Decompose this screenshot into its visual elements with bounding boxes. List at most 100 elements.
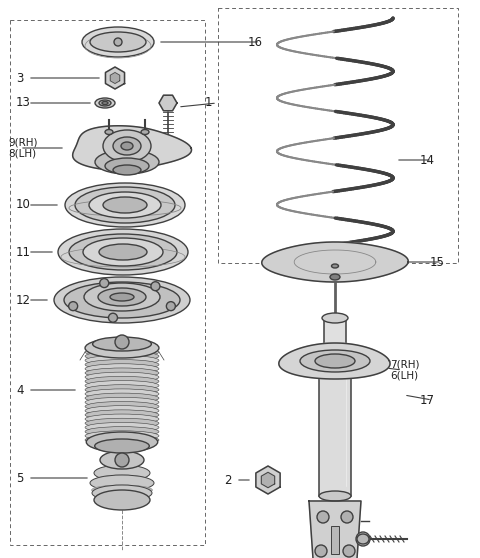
Ellipse shape <box>85 422 159 432</box>
Ellipse shape <box>85 364 159 374</box>
Ellipse shape <box>84 283 160 311</box>
Circle shape <box>115 335 129 349</box>
Ellipse shape <box>332 264 338 268</box>
Ellipse shape <box>105 158 149 174</box>
Ellipse shape <box>113 165 141 175</box>
Ellipse shape <box>82 27 154 57</box>
Polygon shape <box>110 73 120 84</box>
Ellipse shape <box>90 475 154 491</box>
Ellipse shape <box>89 192 161 218</box>
Ellipse shape <box>85 381 159 391</box>
Ellipse shape <box>317 352 353 364</box>
Ellipse shape <box>92 485 152 501</box>
Ellipse shape <box>300 350 370 372</box>
Ellipse shape <box>85 338 159 358</box>
Ellipse shape <box>99 100 111 106</box>
Polygon shape <box>106 67 124 89</box>
Ellipse shape <box>85 401 159 411</box>
Ellipse shape <box>85 355 159 365</box>
Ellipse shape <box>64 282 180 318</box>
Ellipse shape <box>94 490 150 510</box>
Ellipse shape <box>85 376 159 386</box>
Ellipse shape <box>85 347 159 357</box>
Ellipse shape <box>85 393 159 403</box>
Ellipse shape <box>86 432 158 452</box>
Ellipse shape <box>94 465 150 481</box>
Ellipse shape <box>95 98 115 108</box>
Text: 1: 1 <box>205 97 213 109</box>
Circle shape <box>151 282 160 291</box>
Ellipse shape <box>85 384 159 395</box>
Ellipse shape <box>330 274 340 280</box>
Circle shape <box>317 511 329 523</box>
Circle shape <box>356 532 370 546</box>
Circle shape <box>114 38 122 46</box>
Ellipse shape <box>85 359 159 369</box>
Bar <box>218 8 458 263</box>
Ellipse shape <box>95 439 149 453</box>
Circle shape <box>100 278 108 287</box>
Ellipse shape <box>319 491 351 501</box>
Ellipse shape <box>75 187 175 223</box>
Text: 16: 16 <box>248 36 263 49</box>
Bar <box>331 526 339 554</box>
Text: 13: 13 <box>16 97 31 109</box>
Bar <box>324 318 346 363</box>
Ellipse shape <box>121 142 133 150</box>
Text: 7(RH)
6(LH): 7(RH) 6(LH) <box>390 359 420 381</box>
Ellipse shape <box>85 414 159 424</box>
Ellipse shape <box>92 485 153 495</box>
Circle shape <box>108 313 118 322</box>
Circle shape <box>167 302 175 311</box>
Ellipse shape <box>99 244 147 260</box>
Text: 10: 10 <box>16 199 31 211</box>
Ellipse shape <box>102 102 108 104</box>
Ellipse shape <box>85 435 159 445</box>
Ellipse shape <box>110 293 134 301</box>
Polygon shape <box>262 242 408 282</box>
Text: 14: 14 <box>420 153 435 166</box>
Polygon shape <box>279 343 390 379</box>
Ellipse shape <box>105 129 113 134</box>
Circle shape <box>69 302 78 311</box>
Polygon shape <box>72 126 192 170</box>
Bar <box>319 366 351 496</box>
Polygon shape <box>159 95 177 111</box>
Text: 15: 15 <box>430 256 445 268</box>
Text: 2: 2 <box>224 474 231 487</box>
Ellipse shape <box>54 277 190 323</box>
Ellipse shape <box>85 418 159 428</box>
Ellipse shape <box>357 534 369 544</box>
Ellipse shape <box>103 197 147 213</box>
Ellipse shape <box>85 372 159 382</box>
Ellipse shape <box>85 410 159 420</box>
Polygon shape <box>256 466 280 494</box>
Ellipse shape <box>322 313 348 323</box>
Ellipse shape <box>96 475 149 485</box>
Text: 12: 12 <box>16 294 31 306</box>
Ellipse shape <box>315 354 355 368</box>
Ellipse shape <box>319 361 351 371</box>
Text: 4: 4 <box>16 383 24 397</box>
Ellipse shape <box>93 337 151 351</box>
Text: 17: 17 <box>420 393 435 406</box>
Text: 11: 11 <box>16 246 31 258</box>
Ellipse shape <box>65 183 185 227</box>
Text: 9(RH)
8(LH): 9(RH) 8(LH) <box>8 137 37 159</box>
Ellipse shape <box>141 129 149 134</box>
Ellipse shape <box>103 130 151 162</box>
Ellipse shape <box>90 32 146 52</box>
Circle shape <box>341 511 353 523</box>
Ellipse shape <box>113 137 141 155</box>
Ellipse shape <box>58 229 188 275</box>
Polygon shape <box>261 472 275 488</box>
Ellipse shape <box>85 368 159 378</box>
Ellipse shape <box>83 238 163 266</box>
Polygon shape <box>309 501 361 558</box>
Ellipse shape <box>85 406 159 416</box>
Text: 3: 3 <box>16 71 24 84</box>
Ellipse shape <box>100 451 144 469</box>
Circle shape <box>343 545 355 557</box>
Ellipse shape <box>320 357 350 369</box>
Text: 5: 5 <box>16 472 24 484</box>
